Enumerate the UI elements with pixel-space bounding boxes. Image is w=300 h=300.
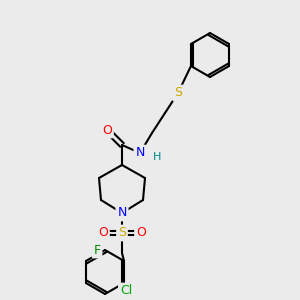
Text: O: O <box>102 124 112 136</box>
Text: Cl: Cl <box>120 284 132 298</box>
Text: S: S <box>118 226 126 239</box>
Text: O: O <box>136 226 146 239</box>
Text: O: O <box>98 226 108 239</box>
Text: N: N <box>135 146 145 160</box>
Text: F: F <box>93 244 100 256</box>
Text: S: S <box>174 86 182 100</box>
Text: N: N <box>117 206 127 220</box>
Text: H: H <box>153 152 161 162</box>
